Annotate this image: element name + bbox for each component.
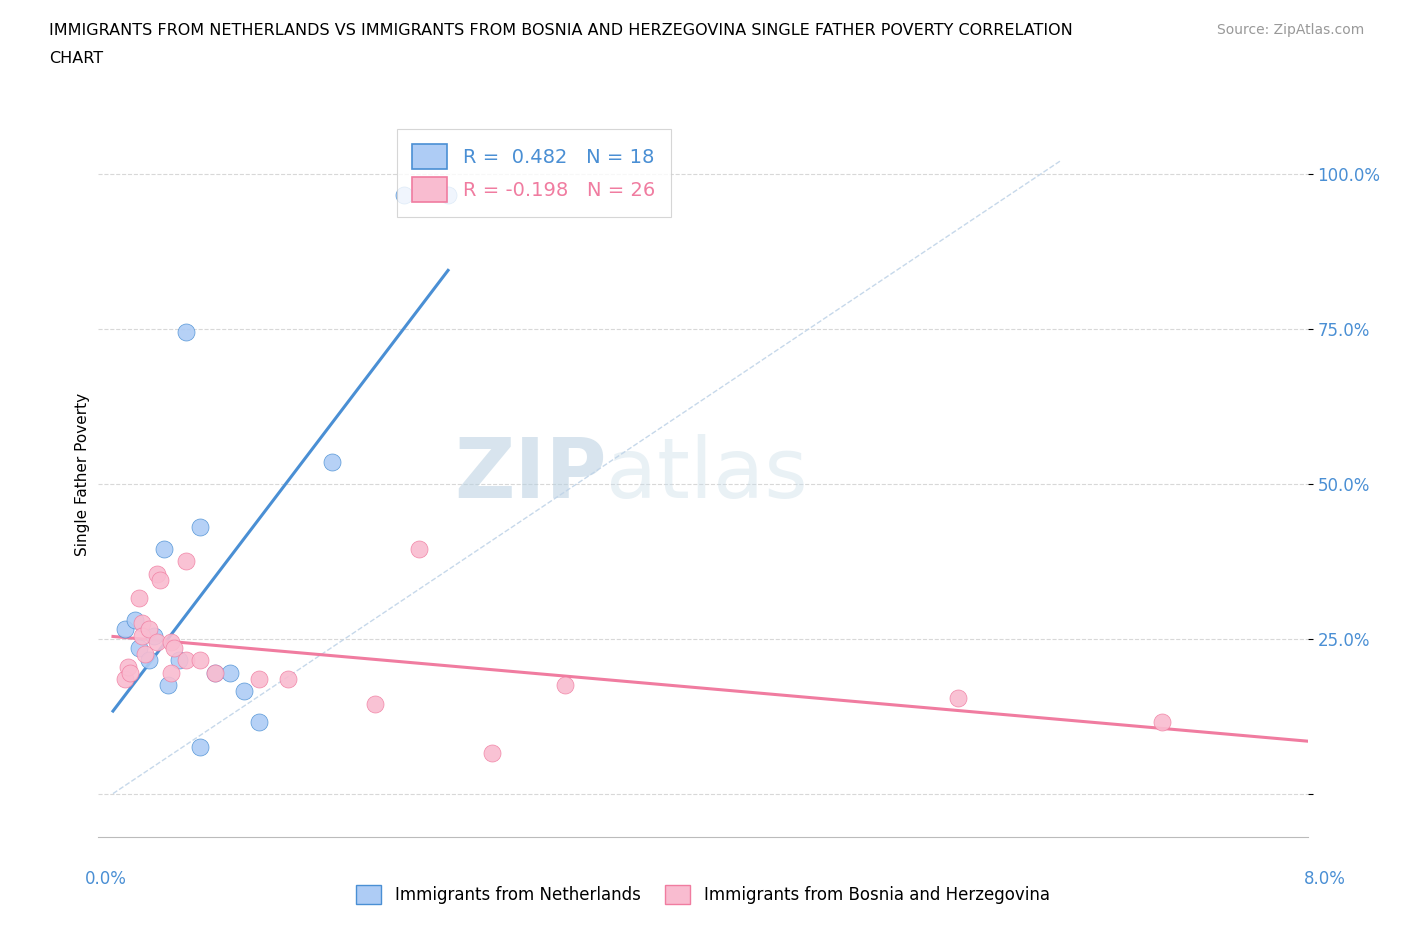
Point: [247, 715, 270, 730]
Point: [142, 628, 165, 643]
Point: [131, 628, 153, 643]
Point: [174, 325, 197, 339]
Point: [408, 541, 430, 556]
Point: [277, 671, 299, 686]
Point: [364, 697, 387, 711]
Text: CHART: CHART: [49, 51, 103, 66]
Point: [204, 665, 226, 680]
Point: [174, 653, 197, 668]
Point: [218, 665, 240, 680]
Point: [157, 678, 180, 693]
Text: 0.0%: 0.0%: [84, 870, 127, 888]
Point: [204, 665, 226, 680]
Point: [145, 566, 167, 581]
Text: 8.0%: 8.0%: [1303, 870, 1346, 888]
Point: [131, 616, 153, 631]
Point: [554, 678, 576, 693]
Point: [145, 634, 167, 649]
Point: [128, 591, 150, 605]
Point: [247, 671, 270, 686]
Point: [190, 739, 212, 754]
Point: [167, 653, 190, 668]
Point: [1150, 715, 1173, 730]
Point: [190, 520, 212, 535]
Text: Source: ZipAtlas.com: Source: ZipAtlas.com: [1216, 23, 1364, 37]
Text: atlas: atlas: [606, 433, 808, 515]
Point: [124, 613, 146, 628]
Point: [114, 622, 136, 637]
Legend: Immigrants from Netherlands, Immigrants from Bosnia and Herzegovina: Immigrants from Netherlands, Immigrants …: [347, 876, 1059, 912]
Point: [138, 653, 160, 668]
Point: [160, 634, 183, 649]
Legend: R =  0.482   N = 18, R = -0.198   N = 26: R = 0.482 N = 18, R = -0.198 N = 26: [396, 128, 671, 218]
Point: [117, 659, 139, 674]
Point: [138, 622, 160, 637]
Point: [321, 455, 343, 470]
Point: [114, 671, 136, 686]
Point: [437, 188, 460, 203]
Text: ZIP: ZIP: [454, 433, 606, 515]
Point: [163, 641, 186, 656]
Point: [174, 553, 197, 568]
Point: [149, 572, 172, 587]
Point: [233, 684, 256, 698]
Point: [190, 653, 212, 668]
Point: [481, 746, 503, 761]
Point: [120, 665, 142, 680]
Point: [160, 665, 183, 680]
Point: [134, 646, 156, 661]
Point: [394, 188, 416, 203]
Y-axis label: Single Father Poverty: Single Father Poverty: [75, 392, 90, 556]
Text: IMMIGRANTS FROM NETHERLANDS VS IMMIGRANTS FROM BOSNIA AND HERZEGOVINA SINGLE FAT: IMMIGRANTS FROM NETHERLANDS VS IMMIGRANT…: [49, 23, 1073, 38]
Point: [946, 690, 969, 705]
Point: [153, 541, 176, 556]
Point: [128, 641, 150, 656]
